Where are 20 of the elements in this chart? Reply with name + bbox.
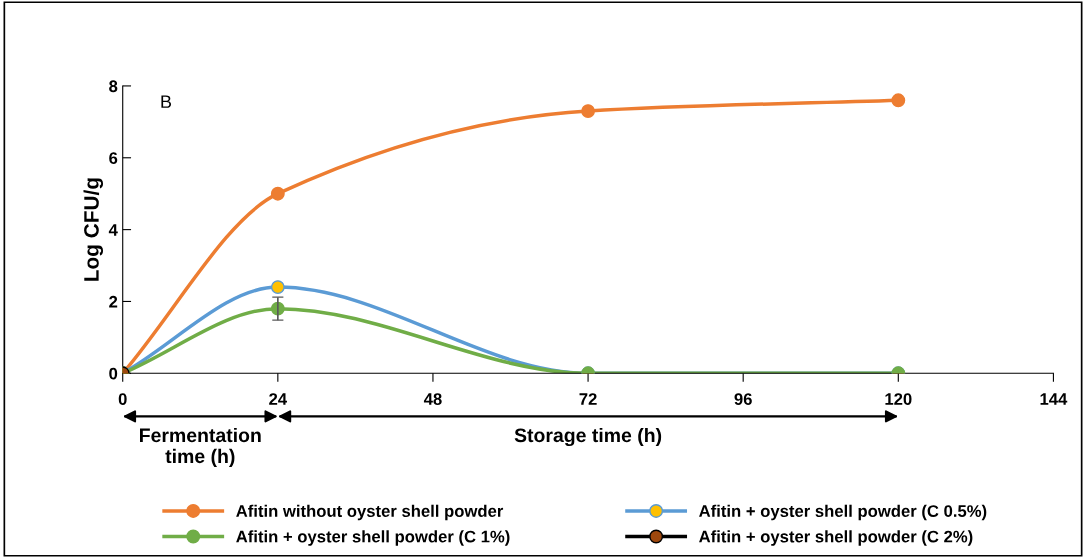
y-tick-label: 2 bbox=[109, 295, 118, 308]
x-tick-label: 72 bbox=[579, 393, 597, 405]
x-tick-label: 0 bbox=[118, 393, 127, 405]
x-tick-label: 24 bbox=[269, 393, 288, 405]
legend-label: Afitin + oyster shell powder (C 1%) bbox=[236, 530, 510, 546]
y-tick-label: 8 bbox=[109, 80, 118, 93]
y-axis-title: Log CFU/g bbox=[83, 178, 104, 281]
text: Storage time (h) bbox=[514, 427, 662, 447]
annotation: B bbox=[161, 95, 172, 108]
x-tick-label: 144 bbox=[1040, 393, 1068, 405]
legend-label: Afitin without oyster shell powder bbox=[236, 504, 504, 521]
text: Fermentation time (h) bbox=[140, 427, 261, 467]
legend-label: Afitin + oyster shell powder (C 2%) bbox=[699, 530, 973, 546]
x-tick-label: 48 bbox=[423, 393, 442, 405]
y-tick-label: 0 bbox=[109, 367, 118, 380]
x-tick-label: 96 bbox=[734, 393, 752, 405]
x-tick-label: 120 bbox=[885, 393, 912, 405]
y-tick-label: 6 bbox=[109, 152, 118, 164]
y-tick-label: 4 bbox=[108, 224, 118, 236]
legend-label: Afitin + oyster shell powder (C 0.5%) bbox=[699, 504, 987, 521]
